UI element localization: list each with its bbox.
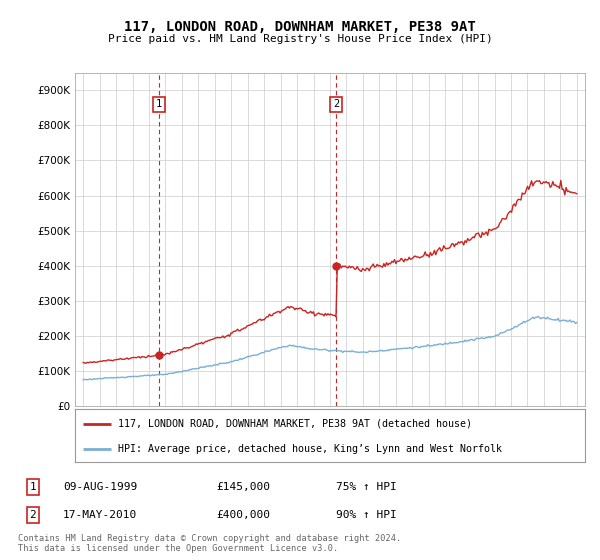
Text: £145,000: £145,000 <box>216 482 270 492</box>
Text: 90% ↑ HPI: 90% ↑ HPI <box>336 510 397 520</box>
Text: 117, LONDON ROAD, DOWNHAM MARKET, PE38 9AT: 117, LONDON ROAD, DOWNHAM MARKET, PE38 9… <box>124 20 476 34</box>
Text: 1: 1 <box>29 482 37 492</box>
Text: 09-AUG-1999: 09-AUG-1999 <box>63 482 137 492</box>
Text: 1: 1 <box>156 99 162 109</box>
Text: 117, LONDON ROAD, DOWNHAM MARKET, PE38 9AT (detached house): 117, LONDON ROAD, DOWNHAM MARKET, PE38 9… <box>118 419 472 429</box>
Text: Contains HM Land Registry data © Crown copyright and database right 2024.
This d: Contains HM Land Registry data © Crown c… <box>18 534 401 553</box>
Text: 2: 2 <box>333 99 339 109</box>
Text: £400,000: £400,000 <box>216 510 270 520</box>
Text: 17-MAY-2010: 17-MAY-2010 <box>63 510 137 520</box>
Text: HPI: Average price, detached house, King’s Lynn and West Norfolk: HPI: Average price, detached house, King… <box>118 444 502 454</box>
Text: 2: 2 <box>29 510 37 520</box>
Text: 75% ↑ HPI: 75% ↑ HPI <box>336 482 397 492</box>
Text: Price paid vs. HM Land Registry's House Price Index (HPI): Price paid vs. HM Land Registry's House … <box>107 34 493 44</box>
